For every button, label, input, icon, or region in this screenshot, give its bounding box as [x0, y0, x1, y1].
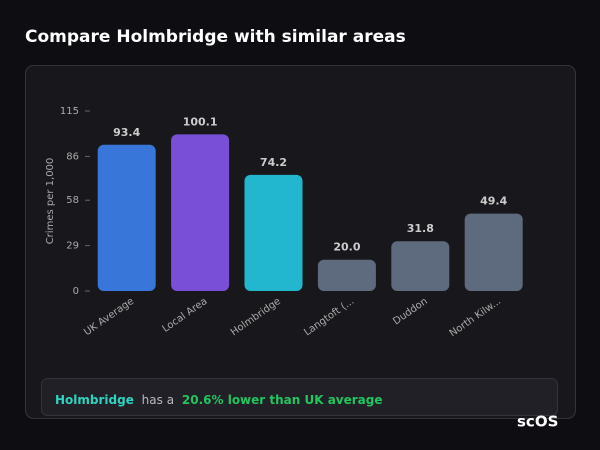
logo: scOS: [517, 413, 558, 431]
y-axis-label: Crimes per 1,000: [45, 158, 56, 245]
y-tick-label: 29: [66, 241, 79, 252]
y-tick-label: 115: [60, 106, 79, 117]
page-title: Compare Holmbridge with similar areas: [25, 27, 406, 47]
value-label: 31.8: [407, 222, 434, 235]
value-label: 20.0: [333, 241, 360, 254]
bar: [391, 241, 450, 291]
y-tick-label: 0: [73, 286, 79, 297]
callout-box: [41, 378, 558, 416]
y-tick-label: 86: [66, 151, 79, 162]
value-label: 100.1: [183, 115, 218, 128]
value-label: 93.4: [113, 126, 140, 139]
y-tick-label: 58: [66, 195, 79, 206]
value-label: 74.2: [260, 156, 287, 169]
bar: [317, 259, 376, 291]
callout: Holmbridge has a 20.6% lower than UK ave…: [55, 393, 383, 407]
bar: [244, 174, 303, 291]
value-label: 49.4: [480, 195, 507, 208]
callout-highlight: 20.6% lower than UK average: [182, 393, 383, 407]
callout-text: has a: [142, 393, 174, 407]
bar: [97, 144, 156, 291]
bar: [464, 213, 523, 291]
bar: [171, 134, 230, 291]
callout-place: Holmbridge: [55, 393, 134, 407]
